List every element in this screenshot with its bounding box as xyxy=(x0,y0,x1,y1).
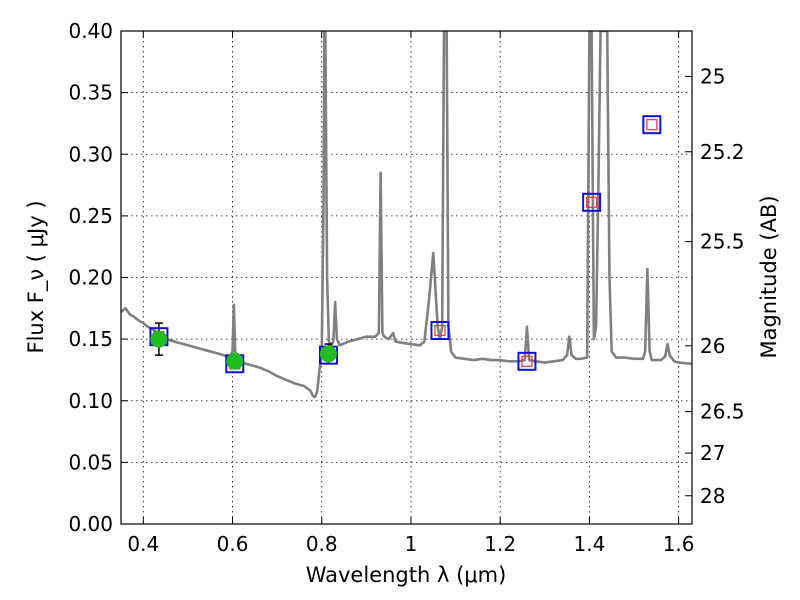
x-tick-label: 1.4 xyxy=(573,532,605,556)
model-photometry-inner xyxy=(434,324,446,337)
observed-data-point xyxy=(150,330,168,348)
tick-labels: 0.4 0.6 0.8 1 1.2 1.4 1.6 0.00 0.05 0.10 0.15 0.20 0… xyxy=(68,19,744,556)
model-photometry-box xyxy=(430,320,450,340)
y2-tick-label: 25.5 xyxy=(700,230,745,254)
y2-tick-label: 28 xyxy=(700,484,725,508)
model-photometry-box xyxy=(517,351,537,371)
y2-tick-label: 25 xyxy=(700,64,725,88)
y-tick-label: 0.00 xyxy=(68,512,113,536)
y-tick-label: 0.40 xyxy=(68,19,113,43)
y-tick-label: 0.20 xyxy=(68,266,113,290)
x-tick-label: 1 xyxy=(405,532,418,556)
y-tick-label: 0.05 xyxy=(68,450,113,474)
y2-tick-label: 25.2 xyxy=(700,140,745,164)
plot-frame xyxy=(120,30,693,525)
model-photometry-inner xyxy=(521,355,533,367)
y-tick-label: 0.35 xyxy=(68,81,113,105)
x-tick-label: 1.6 xyxy=(663,532,695,556)
model-spectrum-line xyxy=(121,31,692,399)
y-tick-label: 0.10 xyxy=(68,389,113,413)
x-axis-title: Wavelength λ (μm) xyxy=(306,563,507,587)
y-tick-label: 0.25 xyxy=(68,204,113,228)
chart-markers xyxy=(149,115,662,374)
model-photometry-box xyxy=(582,192,602,212)
model-photometry-inner xyxy=(646,119,658,131)
y2-tick-label: 26.5 xyxy=(700,400,745,424)
observed-data-point xyxy=(226,352,244,370)
x-tick-label: 0.8 xyxy=(306,532,338,556)
y-tick-label: 0.30 xyxy=(68,142,113,166)
y2-tick-label: 26 xyxy=(700,334,725,358)
chart-series xyxy=(121,31,692,399)
model-photometry-inner xyxy=(586,196,598,208)
x-tick-label: 1.2 xyxy=(484,532,516,556)
x-tick-label: 0.4 xyxy=(127,532,159,556)
observed-data-point xyxy=(319,345,337,363)
y-axis-title: Flux F_ν ( μJy ) xyxy=(24,200,49,353)
model-photometry-box xyxy=(642,115,662,135)
y-tick-label: 0.15 xyxy=(68,327,113,351)
y2-tick-label: 27 xyxy=(700,441,725,465)
y2-axis-title: Magnitude (AB) xyxy=(757,195,781,358)
x-tick-label: 0.6 xyxy=(217,532,249,556)
